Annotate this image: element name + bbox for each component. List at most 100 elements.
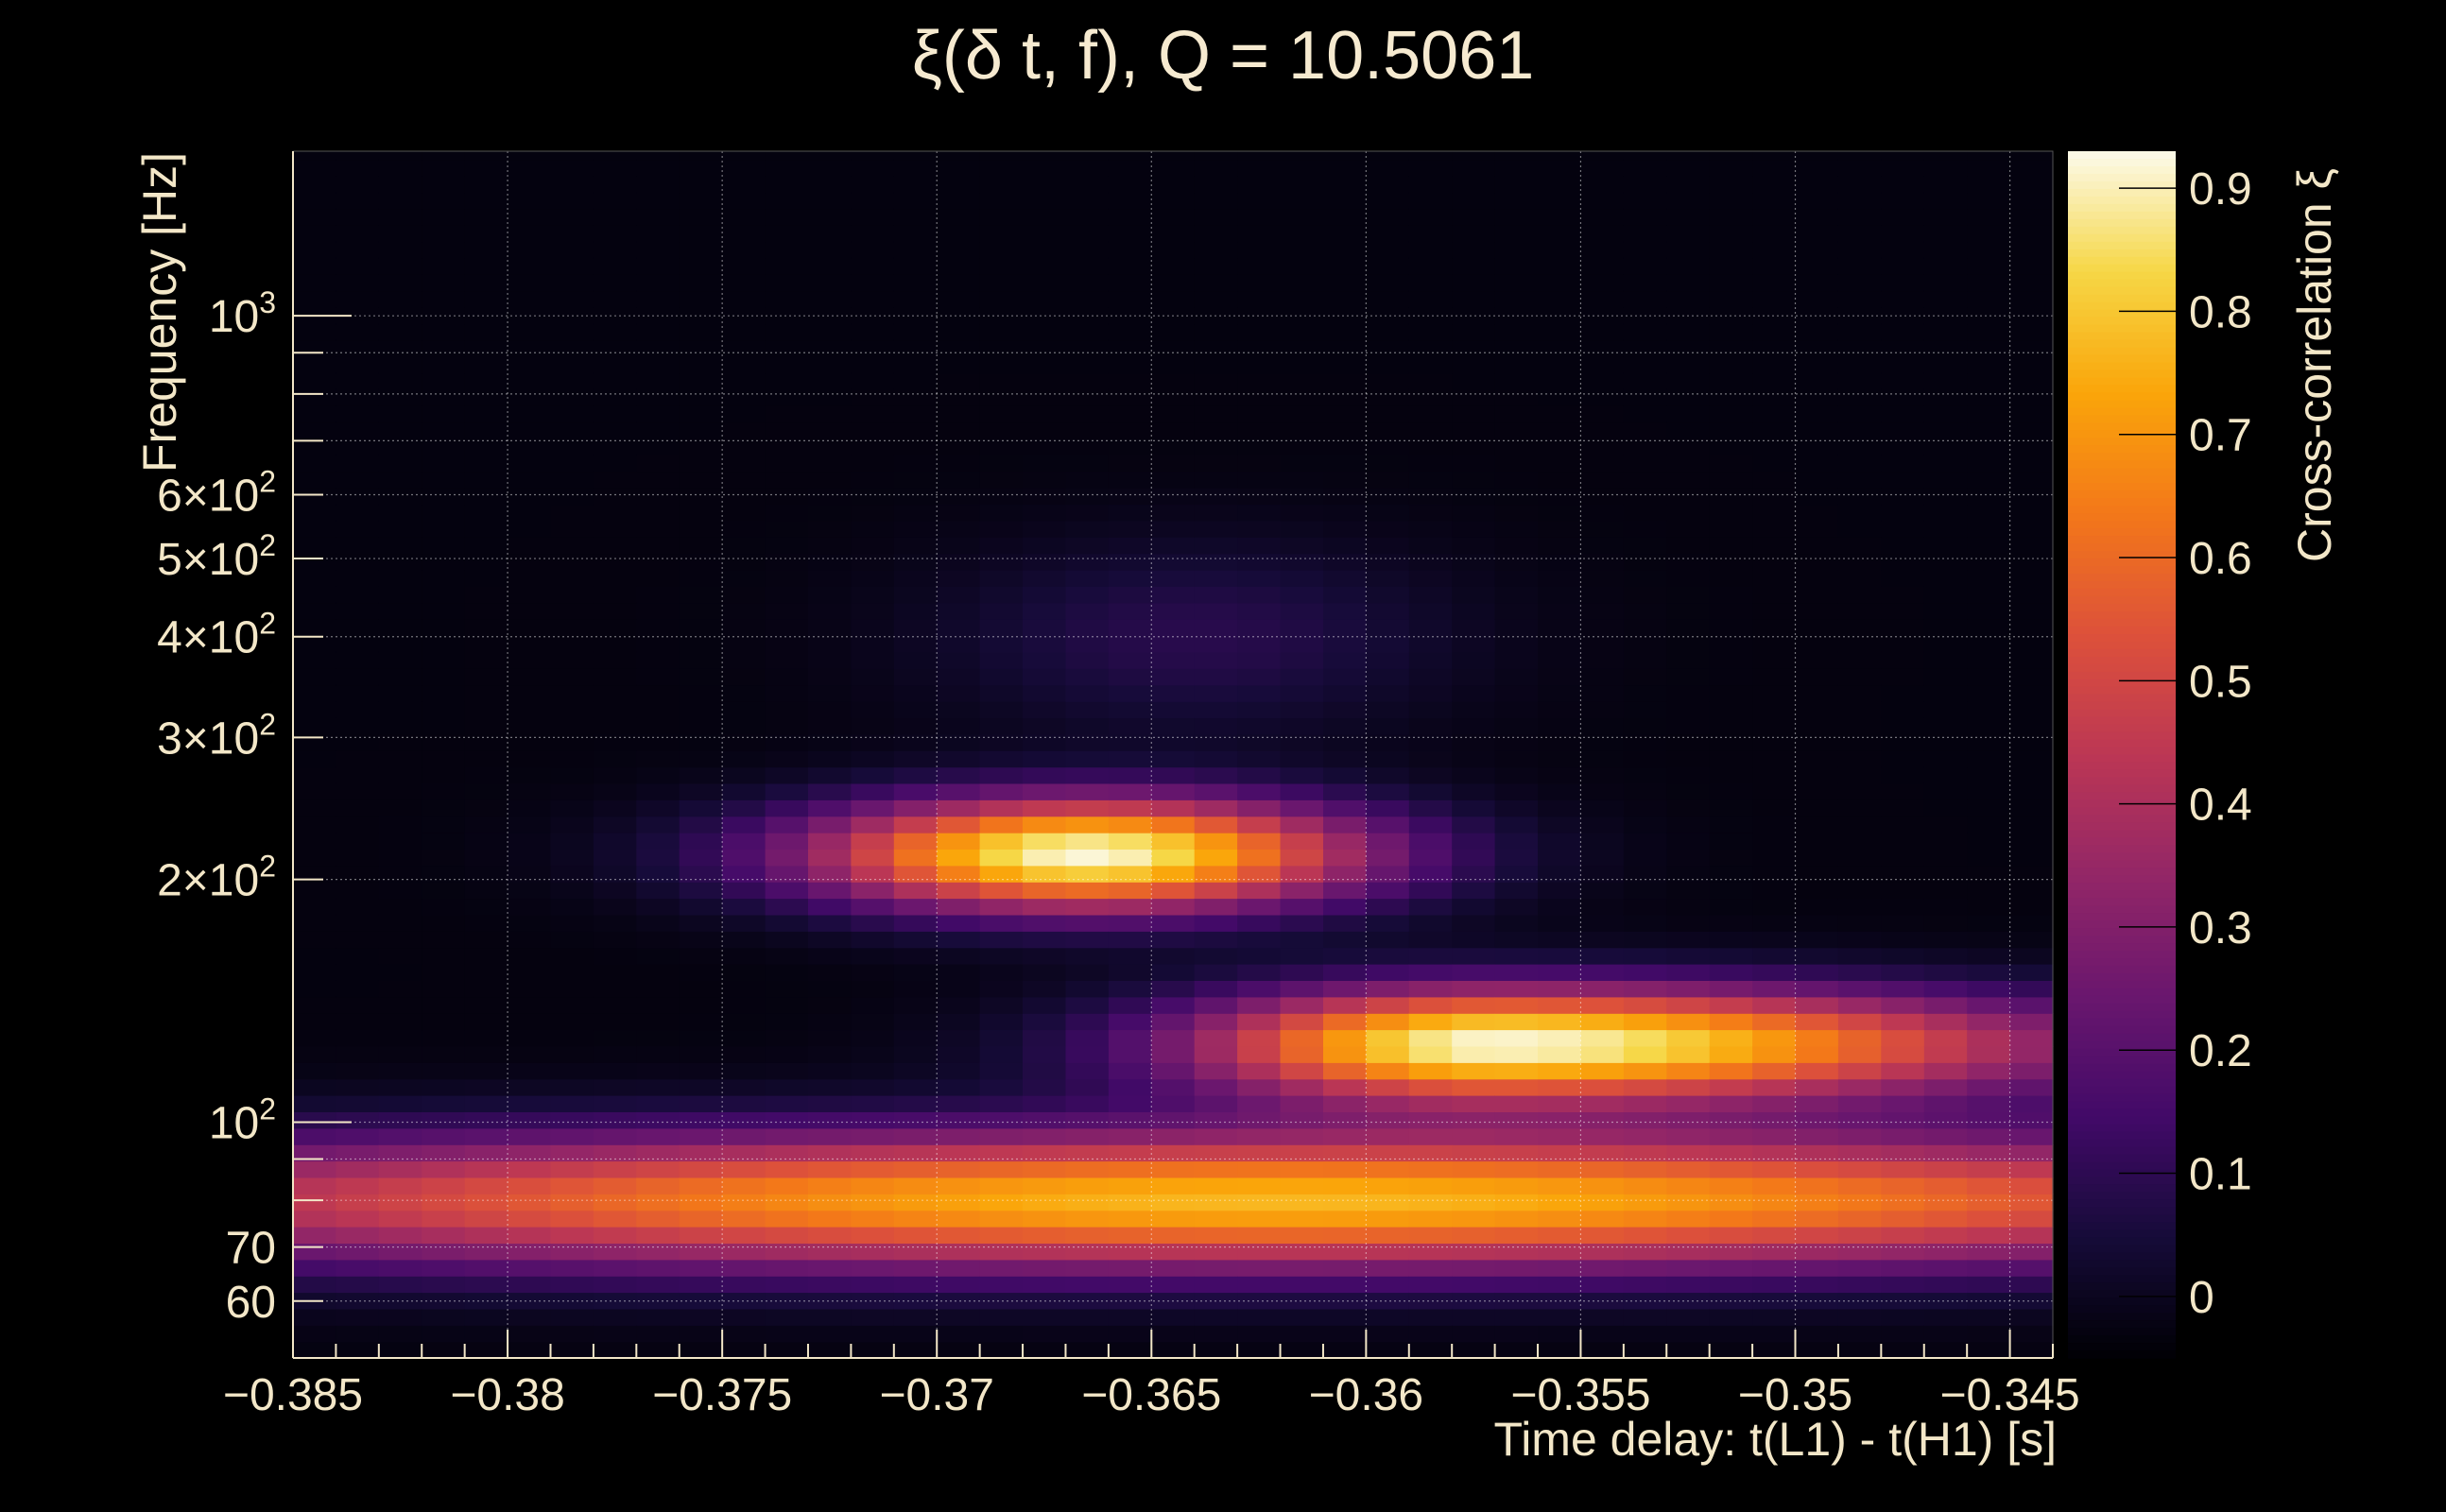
- heatmap-cell: [1666, 241, 1711, 259]
- heatmap-cell: [293, 668, 336, 686]
- heatmap-cell: [1023, 865, 1066, 883]
- heatmap-cell: [1538, 882, 1581, 900]
- heatmap-cell: [937, 488, 981, 506]
- heatmap-cell: [893, 1194, 938, 1211]
- heatmap-cell: [464, 307, 508, 325]
- heatmap-cell: [979, 274, 1024, 292]
- heatmap-cell: [1752, 1243, 1797, 1261]
- heatmap-cell: [765, 537, 809, 555]
- heatmap-cell: [979, 766, 1024, 784]
- heatmap-cell: [550, 1095, 594, 1112]
- heatmap-cell: [1366, 651, 1410, 669]
- heatmap-cell: [765, 1325, 809, 1343]
- heatmap-cell: [937, 1194, 981, 1211]
- heatmap-cell: [1623, 1111, 1667, 1129]
- heatmap-cell: [851, 635, 895, 653]
- heatmap-cell: [679, 1045, 723, 1063]
- heatmap-cell: [979, 257, 1024, 275]
- heatmap-cell: [1323, 159, 1367, 177]
- heatmap-cell: [1837, 996, 1882, 1014]
- heatmap-cell: [1023, 388, 1066, 406]
- heatmap-cell: [2009, 816, 2054, 833]
- heatmap-cell: [722, 602, 767, 620]
- heatmap-cell: [336, 1194, 380, 1211]
- heatmap-cell: [765, 520, 809, 538]
- heatmap-cell: [1494, 996, 1539, 1014]
- heatmap-cell: [1709, 553, 1753, 571]
- heatmap-cell: [1108, 1062, 1152, 1080]
- heatmap-cell: [1967, 504, 2011, 522]
- heatmap-cell: [336, 241, 380, 259]
- y-tick-label: 3×102: [157, 707, 276, 764]
- heatmap-cell: [2009, 931, 2054, 949]
- heatmap-cell: [593, 1062, 637, 1080]
- heatmap-cell: [2009, 274, 2054, 292]
- heatmap-cell: [851, 1308, 895, 1326]
- colorbar-segment: [2068, 1222, 2176, 1230]
- heatmap-cell: [893, 405, 938, 423]
- heatmap-cell: [679, 1259, 723, 1277]
- heatmap-cell: [464, 651, 508, 669]
- heatmap-cell: [1623, 635, 1667, 653]
- heatmap-cell: [679, 701, 723, 718]
- heatmap-cell: [336, 882, 380, 900]
- heatmap-cell: [851, 619, 895, 637]
- heatmap-cell: [593, 816, 637, 833]
- heatmap-cell: [336, 586, 380, 604]
- heatmap-cell: [1108, 1210, 1152, 1228]
- heatmap-cell: [550, 388, 594, 406]
- heatmap-cell: [636, 356, 680, 374]
- heatmap-cell: [1967, 1341, 2011, 1359]
- heatmap-cell: [293, 208, 336, 226]
- heatmap-cell: [1194, 208, 1238, 226]
- heatmap-cell: [1452, 898, 1496, 916]
- heatmap-cell: [1752, 1078, 1797, 1096]
- heatmap-cell: [1623, 865, 1667, 883]
- colorbar-segment: [2068, 1305, 2176, 1314]
- heatmap-cell: [937, 176, 981, 194]
- heatmap-cell: [1709, 684, 1753, 702]
- heatmap-cell: [293, 339, 336, 357]
- heatmap-cell: [722, 438, 767, 455]
- heatmap-cell: [293, 356, 336, 374]
- heatmap-cell: [808, 750, 852, 768]
- heatmap-cell: [1837, 602, 1882, 620]
- heatmap-cell: [378, 1227, 422, 1244]
- heatmap-cell: [593, 488, 637, 506]
- heatmap-cell: [722, 619, 767, 637]
- colorbar-segment: [2068, 339, 2176, 349]
- heatmap-cell: [464, 602, 508, 620]
- colorbar-segment: [2068, 1033, 2176, 1042]
- heatmap-cell: [1881, 323, 1925, 341]
- heatmap-cell: [1881, 520, 1925, 538]
- colorbar-segment: [2068, 438, 2176, 446]
- heatmap-cell: [1366, 733, 1410, 751]
- heatmap-cell: [679, 471, 723, 489]
- heatmap-cell: [1666, 405, 1711, 423]
- heatmap-cell: [1881, 1111, 1925, 1129]
- heatmap-cell: [1923, 241, 1968, 259]
- heatmap-cell: [937, 225, 981, 243]
- heatmap-cell: [1967, 1078, 2011, 1096]
- heatmap-cell: [679, 438, 723, 455]
- colorbar-segment: [2068, 188, 2176, 198]
- heatmap-cell: [851, 766, 895, 784]
- heatmap-cell: [1837, 323, 1882, 341]
- heatmap-cell: [422, 241, 466, 259]
- heatmap-cell: [1881, 816, 1925, 833]
- heatmap-cell: [1923, 980, 1968, 998]
- heatmap-cell: [808, 1227, 852, 1244]
- heatmap-cell: [1923, 1292, 1968, 1310]
- heatmap-cell: [1709, 816, 1753, 833]
- heatmap-cell: [1494, 947, 1539, 965]
- heatmap-cell: [765, 1341, 809, 1359]
- heatmap-cell: [765, 159, 809, 177]
- heatmap-cell: [1967, 1095, 2011, 1112]
- heatmap-cell: [1752, 455, 1797, 472]
- colorbar-segment: [2068, 1124, 2176, 1133]
- heatmap-cell: [2009, 1308, 2054, 1326]
- heatmap-cell: [1795, 192, 1839, 210]
- heatmap-cell: [937, 1259, 981, 1277]
- colorbar-segment: [2068, 1350, 2176, 1359]
- colorbar-segment: [2068, 317, 2176, 326]
